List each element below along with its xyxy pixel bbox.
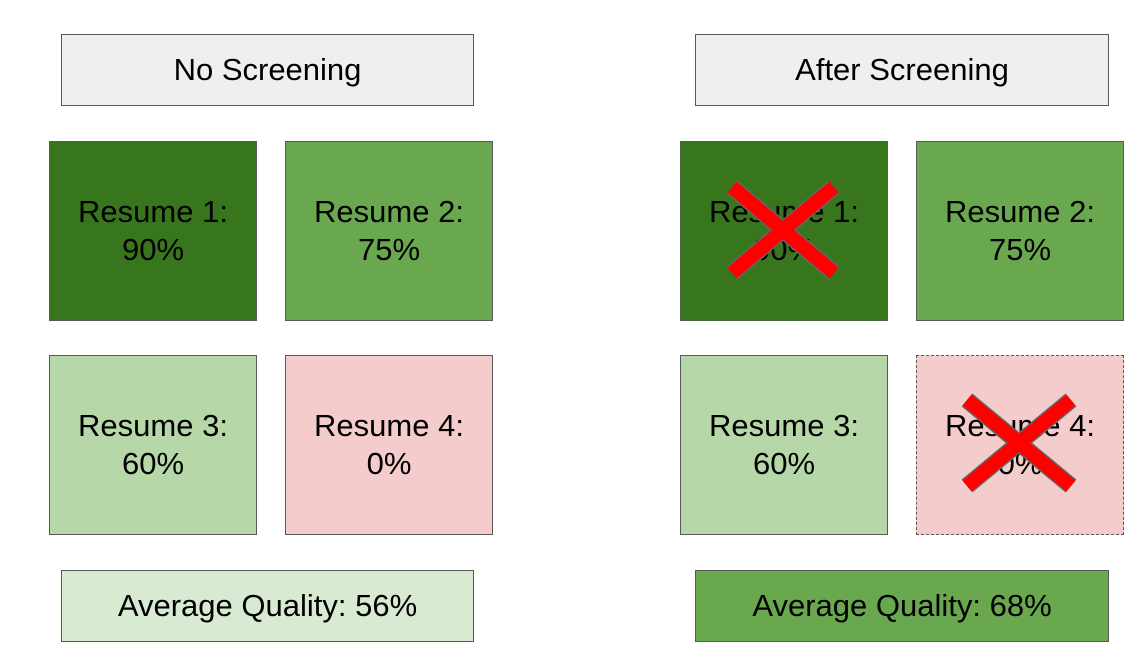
resume-card-3-after-screening: Resume 3: 60% [680,355,888,535]
resume-label: Resume 2: [314,194,464,229]
resume-score: 90% [121,232,185,267]
resume-score: 60% [121,446,185,481]
resume-score: 75% [988,232,1052,267]
header-after-screening: After Screening [695,34,1109,106]
resume-label: Resume 1: [709,194,859,229]
resume-label: Resume 1: [78,194,228,229]
resume-score: 0% [366,446,412,481]
resume-card-4-after-screening: Resume 4: 0% [916,355,1124,535]
resume-card-2-no-screening: Resume 2: 75% [285,141,493,321]
resume-label: Resume 3: [78,408,228,443]
resume-label: Resume 4: [945,408,1095,443]
resume-card-3-no-screening: Resume 3: 60% [49,355,257,535]
resume-score: 60% [752,446,816,481]
resume-score: 0% [997,446,1043,481]
resume-card-1-no-screening: Resume 1: 90% [49,141,257,321]
resume-card-2-after-screening: Resume 2: 75% [916,141,1124,321]
average-quality-no-screening: Average Quality: 56% [61,570,474,642]
resume-label: Resume 3: [709,408,859,443]
resume-label: Resume 2: [945,194,1095,229]
resume-score: 90% [752,232,816,267]
resume-label: Resume 4: [314,408,464,443]
resume-score: 75% [357,232,421,267]
resume-card-4-no-screening: Resume 4: 0% [285,355,493,535]
resume-card-1-after-screening: Resume 1: 90% [680,141,888,321]
header-no-screening: No Screening [61,34,474,106]
average-quality-after-screening: Average Quality: 68% [695,570,1109,642]
